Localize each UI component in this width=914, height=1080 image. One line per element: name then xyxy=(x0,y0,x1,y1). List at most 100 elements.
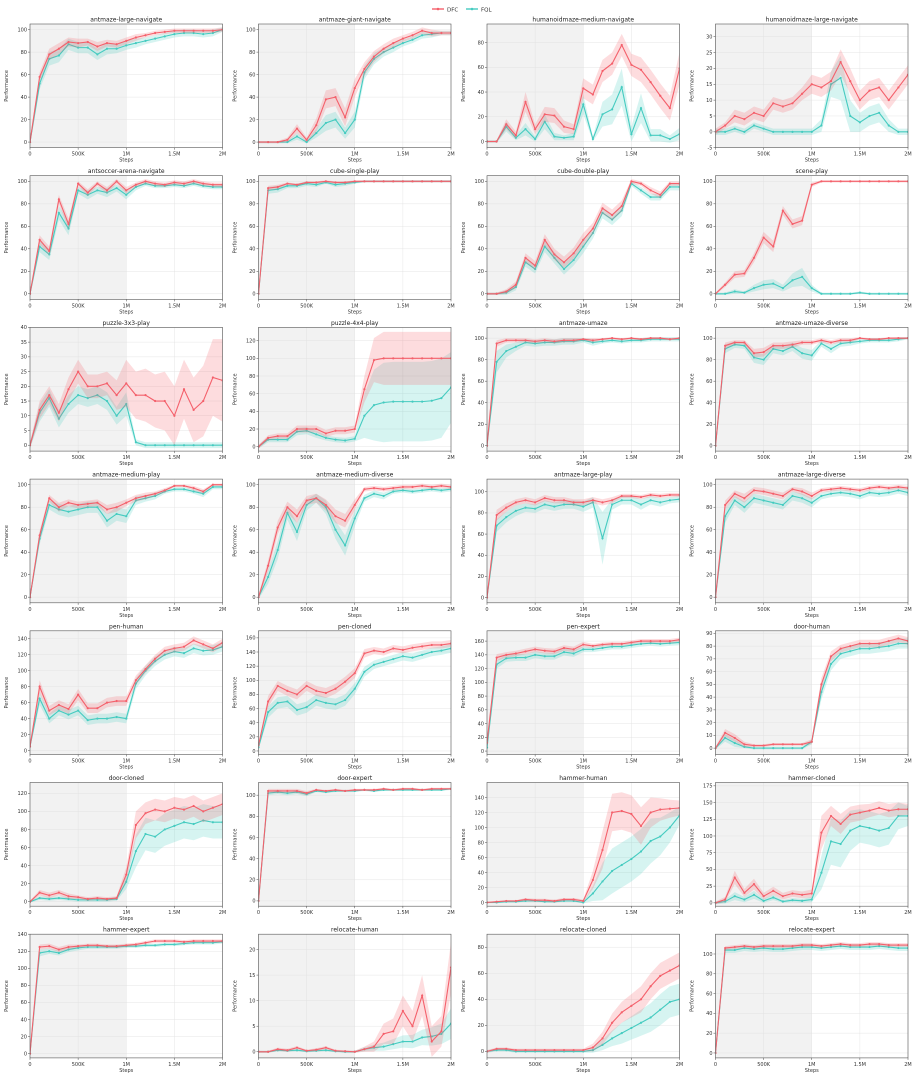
dfc-point xyxy=(752,744,756,747)
dfc-point xyxy=(86,944,89,947)
x-tick-label: 2M xyxy=(676,759,684,765)
dfc-point xyxy=(192,939,195,943)
dfc-point xyxy=(421,180,424,183)
dfc-point xyxy=(77,42,80,45)
dfc-point xyxy=(839,60,842,64)
fql-point xyxy=(781,503,784,507)
x-tick-label: 500K xyxy=(529,303,543,309)
dfc-point xyxy=(134,183,137,186)
dfc-point xyxy=(762,944,765,948)
dfc-point xyxy=(820,86,823,89)
dfc-point xyxy=(315,1048,318,1051)
y-tick-label: 40 xyxy=(21,1017,27,1023)
y-tick-label: 80 xyxy=(706,972,712,978)
series-layer xyxy=(258,483,451,600)
dfc-point xyxy=(791,343,794,346)
dfc-point xyxy=(582,338,585,341)
dfc-point xyxy=(829,180,833,183)
fql-point xyxy=(505,516,508,519)
fql-point xyxy=(495,360,498,363)
fql-point xyxy=(630,339,633,342)
fql-point xyxy=(572,652,575,655)
fql-point xyxy=(724,130,727,133)
dfc-point xyxy=(372,487,376,490)
fql-band xyxy=(258,30,451,144)
x-tick-label: 500K xyxy=(529,152,543,158)
dfc-point xyxy=(267,700,270,703)
fql-point xyxy=(67,402,70,406)
fql-point xyxy=(668,137,671,141)
dfc-point xyxy=(524,100,527,104)
dfc-point xyxy=(182,645,186,648)
x-tick-label: 1.5M xyxy=(625,152,637,158)
dfc-point xyxy=(401,648,404,651)
x-tick-label: 1.5M xyxy=(854,152,866,158)
fql-point xyxy=(411,490,414,493)
dfc-point xyxy=(154,31,157,35)
dfc-point xyxy=(887,487,890,490)
dfc-point xyxy=(659,640,662,643)
fql-point xyxy=(105,191,109,194)
subplot-door-cloned: door-cloned 0 20 40 60 80 100 120 0 500K 1M 1.5M 2M S… xyxy=(4,775,226,922)
fql-band xyxy=(487,337,680,448)
fql-point xyxy=(125,717,128,720)
dfc-point xyxy=(639,640,643,643)
fql-point xyxy=(858,824,861,828)
dfc-point xyxy=(192,180,195,183)
fql-point xyxy=(752,497,756,500)
y-tick-label: 15 xyxy=(249,973,255,979)
dfc-point xyxy=(534,128,537,131)
dfc-point xyxy=(495,656,498,659)
x-axis-label: Steps xyxy=(805,1068,819,1074)
y-tick-label: 140 xyxy=(17,932,27,938)
series-layer xyxy=(487,179,680,295)
dfc-point xyxy=(543,113,546,116)
x-tick-label: 1.5M xyxy=(854,303,866,309)
dfc-point xyxy=(562,339,566,342)
subplot-title: antmaze-large-navigate xyxy=(90,17,162,24)
fql-point xyxy=(96,189,99,192)
dfc-point xyxy=(202,810,205,813)
dfc-point xyxy=(286,1049,289,1052)
dfc-point xyxy=(572,898,575,901)
dfc-point xyxy=(363,788,366,792)
fql-point xyxy=(887,645,890,648)
dfc-point xyxy=(267,140,270,144)
fql-point xyxy=(295,135,299,138)
y-tick-label: 20 xyxy=(249,572,255,578)
fql-point xyxy=(591,231,594,235)
dfc-point xyxy=(752,352,756,355)
dfc-point xyxy=(639,824,643,828)
x-tick-label: 0 xyxy=(257,607,260,613)
fql-point xyxy=(868,945,871,949)
x-tick-label: 0 xyxy=(485,303,488,309)
x-tick-label: 500K xyxy=(529,759,543,765)
x-tick-label: 2M xyxy=(219,455,227,461)
y-tick-label: 40 xyxy=(21,550,27,556)
x-tick-label: 0 xyxy=(714,152,717,158)
dfc-point xyxy=(534,340,537,343)
dfc-point xyxy=(582,899,585,903)
dfc-point xyxy=(105,701,109,704)
dfc-point xyxy=(163,649,166,652)
x-tick-label: 1.5M xyxy=(168,910,180,916)
x-tick-label: 0 xyxy=(28,910,31,916)
y-tick-label: 0 xyxy=(252,140,255,146)
plot-frame xyxy=(715,478,909,604)
subplot-antmaze-medium-diverse: antmaze-medium-diverse 0 20 40 60 80 100 0 500K 1… xyxy=(233,472,455,619)
dfc-point xyxy=(134,823,137,827)
fql-point xyxy=(743,506,746,509)
x-axis-label: Steps xyxy=(348,765,362,771)
y-tick-label: 20 xyxy=(249,427,255,433)
dfc-point xyxy=(649,337,652,340)
fql-point xyxy=(762,899,765,902)
dfc-band xyxy=(715,49,908,136)
fql-point xyxy=(849,829,852,832)
fql-point xyxy=(48,897,51,901)
y-tick-label: 100 xyxy=(474,179,484,185)
dfc-point xyxy=(591,499,594,502)
dfc-point xyxy=(295,183,299,186)
x-axis-label: Steps xyxy=(805,613,819,619)
fql-point xyxy=(801,899,804,902)
dfc-point xyxy=(878,806,881,810)
